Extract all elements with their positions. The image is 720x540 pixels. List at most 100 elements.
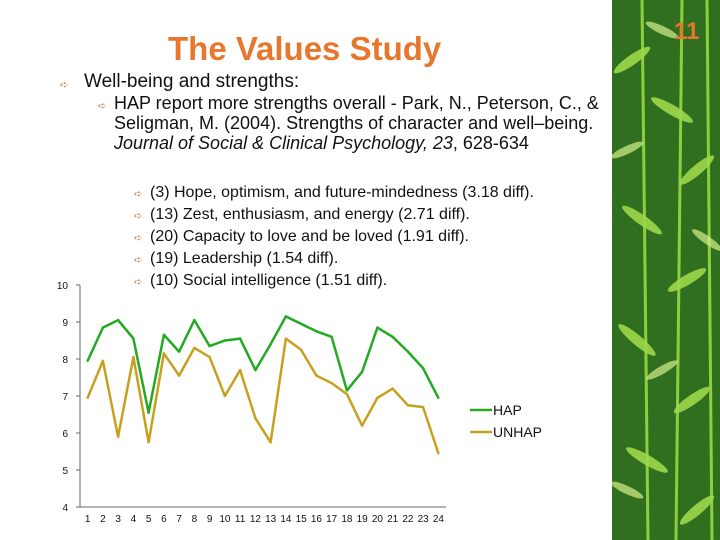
data-point (193, 318, 196, 322)
citation-text: HAP report more strengths overall - Park… (114, 93, 599, 133)
citation-journal: Journal of Social & Clinical Psychology,… (114, 133, 453, 153)
data-point (315, 330, 318, 333)
data-point (86, 396, 89, 400)
x-tick-label: 14 (280, 514, 292, 525)
data-point (86, 359, 89, 363)
y-tick-label: 5 (62, 466, 68, 477)
data-point (223, 339, 227, 342)
x-tick-label: 5 (146, 514, 152, 525)
data-point (376, 326, 379, 329)
data-point (330, 335, 333, 338)
x-tick-label: 6 (161, 514, 167, 525)
data-point (269, 441, 272, 444)
strength-item: (3) Hope, optimism, and future-mindednes… (150, 184, 534, 201)
data-point (284, 337, 288, 340)
bullet-arrow-icon: ➪ (134, 233, 143, 244)
data-point (299, 348, 303, 351)
bullet-arrow-icon: ➪ (60, 80, 69, 91)
x-tick-label: 15 (296, 514, 308, 525)
data-point (101, 359, 105, 363)
bullet-arrow-icon: ➪ (134, 211, 143, 222)
data-point (254, 368, 257, 372)
x-tick-label: 16 (311, 514, 323, 525)
x-tick-label: 1 (85, 514, 91, 525)
x-tick-label: 19 (357, 514, 369, 525)
data-point (269, 343, 272, 346)
data-point (345, 392, 349, 396)
data-point (147, 441, 150, 444)
data-point (116, 435, 120, 438)
data-point (360, 370, 364, 374)
data-point (238, 368, 242, 372)
x-tick-label: 20 (372, 514, 384, 525)
x-tick-label: 3 (115, 514, 121, 525)
x-tick-label: 18 (341, 514, 353, 525)
bullet-arrow-icon: ➪ (134, 189, 143, 200)
data-point (345, 389, 349, 392)
y-tick-label: 10 (57, 281, 69, 292)
x-tick-label: 9 (207, 514, 213, 525)
strength-item: (19) Leadership (1.54 diff). (150, 250, 339, 267)
x-tick-label: 22 (402, 514, 414, 525)
data-point (360, 424, 364, 427)
data-point (391, 335, 394, 338)
x-tick-label: 4 (131, 514, 137, 525)
data-point (284, 315, 288, 318)
data-point (132, 337, 135, 340)
y-tick-label: 6 (62, 429, 68, 440)
legend-label: HAP (493, 402, 522, 418)
data-point (437, 396, 440, 400)
slide-title: The Values Study (168, 30, 442, 67)
data-point (116, 318, 120, 322)
x-tick-label: 24 (433, 514, 445, 525)
bullet-citation: HAP report more strengths overall - Park… (114, 93, 614, 153)
data-point (421, 405, 425, 409)
bamboo-decoration (612, 0, 720, 540)
data-point (315, 374, 318, 377)
data-point (208, 355, 211, 359)
y-tick-label: 7 (62, 392, 68, 403)
citation-pages: , 628-634 (452, 133, 529, 153)
data-point (177, 350, 181, 353)
y-tick-label: 9 (62, 318, 68, 329)
x-tick-label: 23 (418, 514, 430, 525)
x-tick-label: 2 (100, 514, 106, 525)
strength-item: (10) Social intelligence (1.51 diff). (150, 272, 388, 289)
x-tick-label: 12 (250, 514, 262, 525)
bullet-arrow-icon: ➪ (134, 255, 143, 266)
data-point (391, 387, 394, 390)
series-line-hap (86, 315, 440, 414)
x-tick-label: 13 (265, 514, 277, 525)
x-tick-label: 11 (235, 514, 246, 525)
series-line-unhap (86, 337, 440, 454)
y-tick-label: 4 (62, 503, 68, 514)
data-point (208, 344, 211, 348)
x-tick-label: 21 (387, 514, 399, 525)
data-point (223, 394, 227, 398)
legend-label: UNHAP (493, 424, 542, 440)
x-tick-label: 8 (192, 514, 198, 525)
data-point (376, 396, 379, 400)
data-point (101, 326, 105, 329)
data-point (330, 381, 333, 385)
data-point (254, 417, 257, 420)
data-point (421, 367, 425, 370)
bullet-main: Well-being and strengths: (84, 71, 300, 92)
data-point (132, 355, 135, 359)
data-point (147, 411, 150, 414)
x-tick-label: 7 (176, 514, 182, 525)
data-point (406, 404, 410, 407)
bullet-arrow-icon: ➪ (134, 277, 143, 288)
data-point (299, 322, 303, 326)
x-tick-label: 17 (326, 514, 338, 525)
data-point (162, 333, 166, 337)
data-point (406, 350, 410, 353)
y-tick-label: 8 (62, 355, 68, 366)
strength-item: (13) Zest, enthusiasm, and energy (2.71 … (150, 206, 470, 223)
x-tick-label: 10 (219, 514, 231, 525)
bullet-arrow-icon: ➪ (98, 101, 107, 112)
data-point (437, 452, 440, 455)
data-point (193, 346, 196, 350)
data-point (177, 374, 181, 377)
